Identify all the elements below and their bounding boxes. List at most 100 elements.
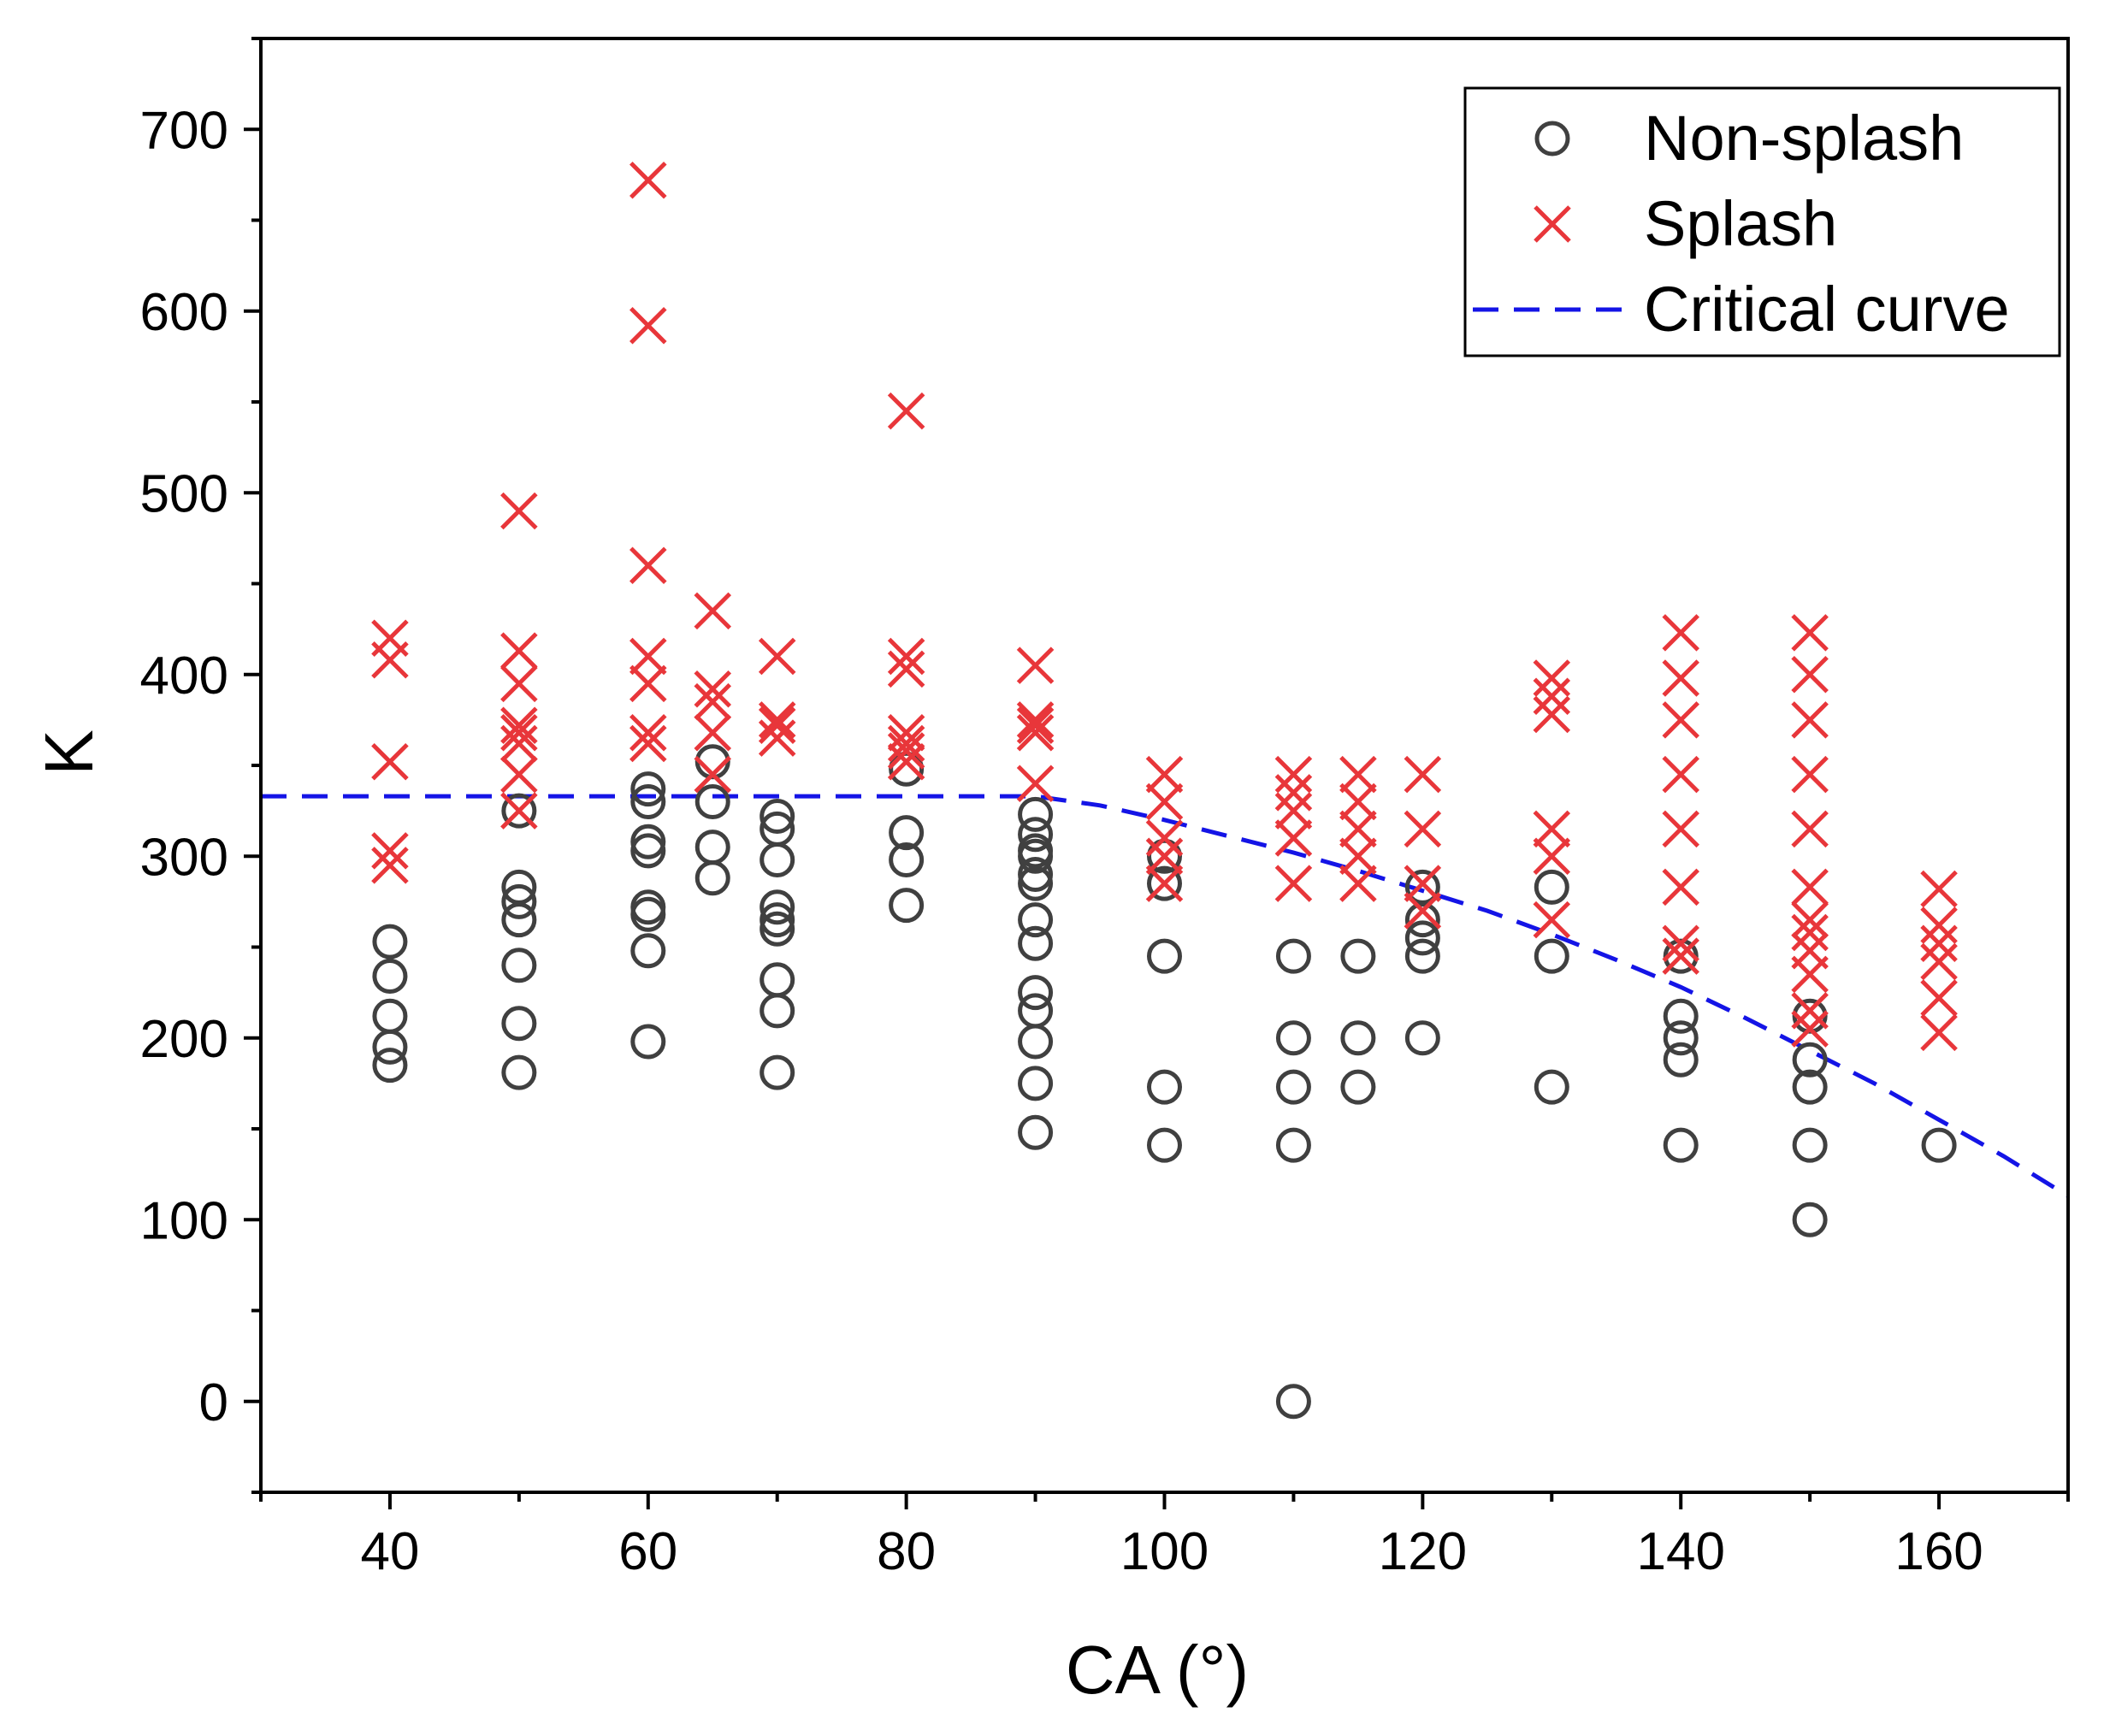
data-point-non-splash <box>1275 1384 1311 1420</box>
data-point-splash <box>629 637 667 676</box>
legend-cross-icon <box>1534 205 1571 243</box>
data-point-non-splash <box>1018 975 1054 1011</box>
data-point-non-splash <box>889 888 925 924</box>
data-point-splash <box>1791 701 1829 739</box>
data-point-splash <box>1791 614 1829 652</box>
data-point-splash <box>1145 755 1184 794</box>
data-point-non-splash <box>759 962 795 998</box>
data-point-splash <box>1145 819 1184 857</box>
plot-area <box>261 161 2070 1420</box>
data-point-splash <box>694 592 732 630</box>
data-point-splash <box>1791 810 1829 848</box>
legend-label-splash: Splash <box>1644 188 1837 259</box>
data-point-non-splash <box>1404 1020 1440 1056</box>
data-point-non-splash <box>1792 1042 1828 1078</box>
data-point-splash <box>1016 765 1055 803</box>
data-point-non-splash <box>1147 938 1182 974</box>
y-tick-label: 300 <box>140 828 228 887</box>
data-point-splash <box>1791 931 1829 970</box>
legend-label-critical-curve: Critical curve <box>1644 274 2010 345</box>
data-point-non-splash <box>630 933 666 969</box>
data-point-splash <box>1533 900 1571 939</box>
x-tick-label: 120 <box>1379 1522 1467 1581</box>
data-point-non-splash <box>759 911 795 947</box>
data-point-splash <box>1533 677 1571 716</box>
data-point-splash <box>1016 647 1055 684</box>
data-point-non-splash <box>630 824 666 859</box>
data-point-non-splash <box>1340 1020 1376 1056</box>
data-point-non-splash <box>372 1048 408 1084</box>
y-tick-label: 700 <box>140 101 228 160</box>
data-point-non-splash <box>694 784 730 819</box>
data-point-splash <box>1533 837 1571 876</box>
legend: Non-splash Splash Critical curve <box>1463 86 2061 357</box>
data-point-splash <box>887 637 925 676</box>
data-point-splash <box>1791 655 1829 694</box>
data-point-non-splash <box>1018 902 1054 938</box>
data-point-splash <box>1791 913 1829 952</box>
data-point-splash <box>1016 706 1055 745</box>
data-point-non-splash <box>1534 938 1569 974</box>
data-point-splash <box>694 670 732 708</box>
data-point-non-splash <box>630 1024 666 1060</box>
y-tick-label: 200 <box>140 1010 228 1069</box>
data-point-non-splash <box>501 793 537 829</box>
x-tick-label: 80 <box>877 1522 936 1581</box>
data-point-splash <box>1791 1010 1829 1048</box>
data-point-splash <box>1791 992 1829 1030</box>
data-point-non-splash <box>1792 1069 1828 1105</box>
x-axis-title: CA (°) <box>1066 1632 1249 1708</box>
data-point-non-splash <box>630 784 666 819</box>
data-point-splash <box>758 637 796 676</box>
data-point-splash <box>1920 1013 1958 1052</box>
data-point-non-splash <box>372 959 408 994</box>
data-point-splash <box>1339 755 1377 794</box>
data-point-splash <box>887 732 925 770</box>
data-point-splash <box>500 713 538 752</box>
data-point-non-splash <box>1404 869 1440 905</box>
data-point-splash <box>1533 810 1571 848</box>
data-point-splash <box>1920 942 1958 981</box>
data-point-splash <box>758 719 796 757</box>
data-point-splash <box>887 392 925 430</box>
data-point-splash <box>1016 701 1055 739</box>
data-point-splash <box>629 306 667 345</box>
data-point-non-splash <box>1663 998 1699 1034</box>
x-tick-label: 40 <box>360 1522 419 1581</box>
data-point-non-splash <box>1018 1066 1054 1101</box>
data-point-splash <box>1920 870 1958 908</box>
data-point-splash <box>629 664 667 703</box>
data-point-non-splash <box>1275 938 1311 974</box>
data-point-splash <box>371 832 409 870</box>
data-point-splash <box>1339 782 1377 821</box>
axes: 40 60 80 100 120 140 160 0 100 200 300 400 500 600 700 <box>140 37 2070 1581</box>
data-point-splash <box>1662 810 1699 848</box>
data-point-non-splash <box>1275 1127 1311 1163</box>
data-point-splash <box>1145 837 1184 876</box>
data-point-splash <box>371 619 409 658</box>
x-tick-label: 100 <box>1120 1522 1209 1581</box>
y-axis-title: K <box>31 729 107 775</box>
data-point-splash <box>500 792 538 830</box>
data-point-splash <box>887 742 925 781</box>
data-point-splash <box>694 755 732 794</box>
data-point-non-splash <box>372 924 408 960</box>
data-point-non-splash <box>1018 833 1054 869</box>
data-point-splash <box>887 650 925 688</box>
data-point-splash <box>1016 713 1055 752</box>
data-point-non-splash <box>1275 1069 1311 1105</box>
data-point-non-splash <box>1404 920 1440 956</box>
data-point-splash <box>1791 868 1829 906</box>
y-tick-label: 400 <box>140 647 228 706</box>
data-point-non-splash <box>759 811 795 847</box>
y-tick-label: 0 <box>199 1373 228 1432</box>
data-point-splash <box>887 713 925 752</box>
data-point-non-splash <box>759 902 795 938</box>
data-point-non-splash <box>1663 1020 1699 1056</box>
data-point-splash <box>1662 924 1699 963</box>
data-point-splash <box>500 706 538 745</box>
data-point-non-splash <box>630 771 666 807</box>
data-point-splash <box>694 713 732 752</box>
data-point-non-splash <box>1018 857 1054 892</box>
